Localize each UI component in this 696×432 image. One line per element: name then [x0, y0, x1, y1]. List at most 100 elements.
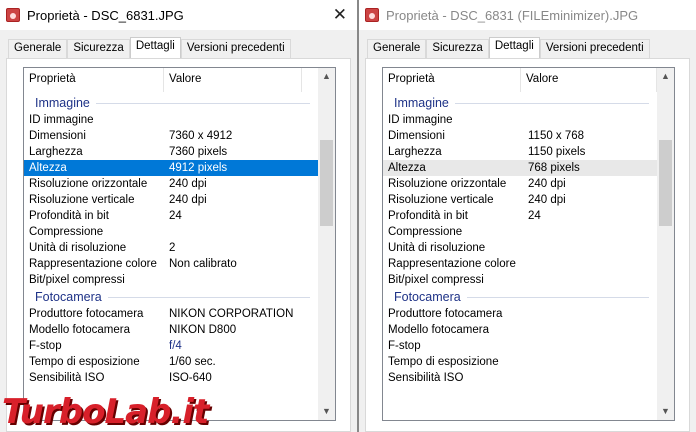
- window-title: Proprietà - DSC_6831.JPG: [27, 7, 184, 23]
- property-name: Profondità in bit: [388, 210, 468, 222]
- tab-dettagli[interactable]: Dettagli: [488, 37, 540, 59]
- group-header: Immagine: [383, 94, 657, 112]
- property-row[interactable]: F-stop: [383, 338, 657, 354]
- property-name: Sensibilità ISO: [29, 372, 105, 384]
- property-row[interactable]: Bit/pixel compressi: [383, 272, 657, 288]
- scroll-down-icon[interactable]: ▼: [661, 406, 670, 416]
- property-row[interactable]: Tempo di esposizione: [383, 354, 657, 370]
- tab-versioni-precedenti[interactable]: Versioni precedenti: [539, 39, 650, 58]
- tab-generale[interactable]: Generale: [367, 39, 427, 58]
- property-row[interactable]: Dimensioni 7360 x 4912: [24, 128, 318, 144]
- property-name: Compressione: [388, 226, 463, 238]
- scrollbar-thumb[interactable]: [659, 140, 672, 226]
- group-header: Fotocamera: [24, 288, 318, 306]
- property-name: Compressione: [29, 226, 104, 238]
- property-row[interactable]: ID immagine: [383, 112, 657, 128]
- property-name: ID immagine: [29, 114, 94, 126]
- property-row[interactable]: Profondità in bit 24: [383, 208, 657, 224]
- property-value: 240 dpi: [169, 178, 207, 190]
- tab-dettagli[interactable]: Dettagli: [129, 37, 181, 59]
- property-name: Tempo di esposizione: [388, 356, 499, 368]
- scrollbar-thumb[interactable]: [320, 140, 333, 226]
- property-row[interactable]: ID immagine: [24, 112, 318, 128]
- property-name: F-stop: [29, 340, 62, 352]
- property-row[interactable]: Modello fotocamera: [383, 322, 657, 338]
- property-value: NIKON CORPORATION: [169, 308, 294, 320]
- property-row[interactable]: Dimensioni 1150 x 768: [383, 128, 657, 144]
- property-value: Non calibrato: [169, 258, 237, 270]
- property-name: Risoluzione verticale: [29, 194, 135, 206]
- property-name: Bit/pixel compressi: [388, 274, 484, 286]
- column-header-value[interactable]: Valore: [521, 68, 657, 92]
- vertical-scrollbar[interactable]: ▲ ▼: [318, 68, 335, 420]
- properties-window-minimized: Proprietà - DSC_6831 (FILEminimizer).JPG…: [357, 0, 696, 432]
- property-name: F-stop: [388, 340, 421, 352]
- column-header-property[interactable]: Proprietà: [383, 68, 521, 92]
- tab-versioni-precedenti[interactable]: Versioni precedenti: [180, 39, 291, 58]
- property-row[interactable]: Rappresentazione colore Non calibrato: [24, 256, 318, 272]
- property-name: Larghezza: [388, 146, 442, 158]
- property-name: Rappresentazione colore: [388, 258, 516, 270]
- property-value: 24: [169, 210, 182, 222]
- properties-window-original: Proprietà - DSC_6831.JPG ✕ Generale Sicur…: [0, 0, 357, 432]
- property-row[interactable]: Compressione: [383, 224, 657, 240]
- property-row[interactable]: Larghezza 1150 pixels: [383, 144, 657, 160]
- property-value: 2: [169, 242, 176, 254]
- property-value: 240 dpi: [169, 194, 207, 206]
- group-header: Fotocamera: [383, 288, 657, 306]
- property-row[interactable]: Rappresentazione colore: [383, 256, 657, 272]
- property-row[interactable]: Profondità in bit 24: [24, 208, 318, 224]
- property-row[interactable]: Unità di risoluzione 2: [24, 240, 318, 256]
- tab-generale[interactable]: Generale: [8, 39, 68, 58]
- tab-sicurezza[interactable]: Sicurezza: [426, 39, 489, 58]
- property-name: Profondità in bit: [29, 210, 109, 222]
- property-name: Unità di risoluzione: [388, 242, 486, 254]
- tab-sicurezza[interactable]: Sicurezza: [67, 39, 130, 58]
- property-row[interactable]: Bit/pixel compressi: [24, 272, 318, 288]
- property-name: Sensibilità ISO: [388, 372, 464, 384]
- property-value: 24: [528, 210, 541, 222]
- property-row[interactable]: Risoluzione orizzontale 240 dpi: [383, 176, 657, 192]
- property-value: 1150 pixels: [528, 146, 586, 158]
- property-value: 1/60 sec.: [169, 356, 216, 368]
- property-row[interactable]: Produttore fotocamera NIKON CORPORATION: [24, 306, 318, 322]
- scroll-down-icon[interactable]: ▼: [322, 406, 331, 416]
- property-row[interactable]: Altezza 768 pixels: [383, 160, 657, 176]
- property-name: Dimensioni: [388, 130, 445, 142]
- scroll-up-icon[interactable]: ▲: [322, 71, 331, 81]
- property-row[interactable]: Risoluzione verticale 240 dpi: [383, 192, 657, 208]
- column-header-value[interactable]: Valore: [164, 68, 302, 92]
- property-row[interactable]: Risoluzione verticale 240 dpi: [24, 192, 318, 208]
- property-value: NIKON D800: [169, 324, 237, 336]
- property-name: Unità di risoluzione: [29, 242, 127, 254]
- property-name: Tempo di esposizione: [29, 356, 140, 368]
- group-header: Immagine: [24, 94, 318, 112]
- property-row[interactable]: Sensibilità ISO ISO-640: [24, 370, 318, 386]
- property-row[interactable]: Tempo di esposizione 1/60 sec.: [24, 354, 318, 370]
- property-name: Rappresentazione colore: [29, 258, 157, 270]
- turbolab-watermark-logo: TurboLab.it: [2, 392, 209, 432]
- property-value: 768 pixels: [528, 162, 580, 174]
- property-row[interactable]: Compressione: [24, 224, 318, 240]
- property-row[interactable]: Larghezza 7360 pixels: [24, 144, 318, 160]
- title-bar: Proprietà - DSC_6831 (FILEminimizer).JPG: [359, 0, 696, 30]
- property-value: 240 dpi: [528, 194, 566, 206]
- property-row[interactable]: Unità di risoluzione: [383, 240, 657, 256]
- property-row[interactable]: F-stop f/4: [24, 338, 318, 354]
- property-name: Altezza: [388, 162, 426, 174]
- property-name: Produttore fotocamera: [388, 308, 503, 320]
- property-row[interactable]: Modello fotocamera NIKON D800: [24, 322, 318, 338]
- scroll-up-icon[interactable]: ▲: [661, 71, 670, 81]
- property-value: 240 dpi: [528, 178, 566, 190]
- property-row[interactable]: Sensibilità ISO: [383, 370, 657, 386]
- property-row[interactable]: Produttore fotocamera: [383, 306, 657, 322]
- properties-list: Proprietà Valore Immagine ID immagine Dimens…: [23, 67, 336, 421]
- column-header-property[interactable]: Proprietà: [24, 68, 164, 92]
- property-row[interactable]: Altezza 4912 pixels: [24, 160, 318, 176]
- property-name: Risoluzione orizzontale: [388, 178, 507, 190]
- property-row[interactable]: Risoluzione orizzontale 240 dpi: [24, 176, 318, 192]
- close-icon[interactable]: ✕: [332, 5, 347, 24]
- property-name: Dimensioni: [29, 130, 86, 142]
- vertical-scrollbar[interactable]: ▲ ▼: [657, 68, 674, 420]
- details-panel: Proprietà Valore Immagine ID immagine Dimens…: [365, 58, 690, 432]
